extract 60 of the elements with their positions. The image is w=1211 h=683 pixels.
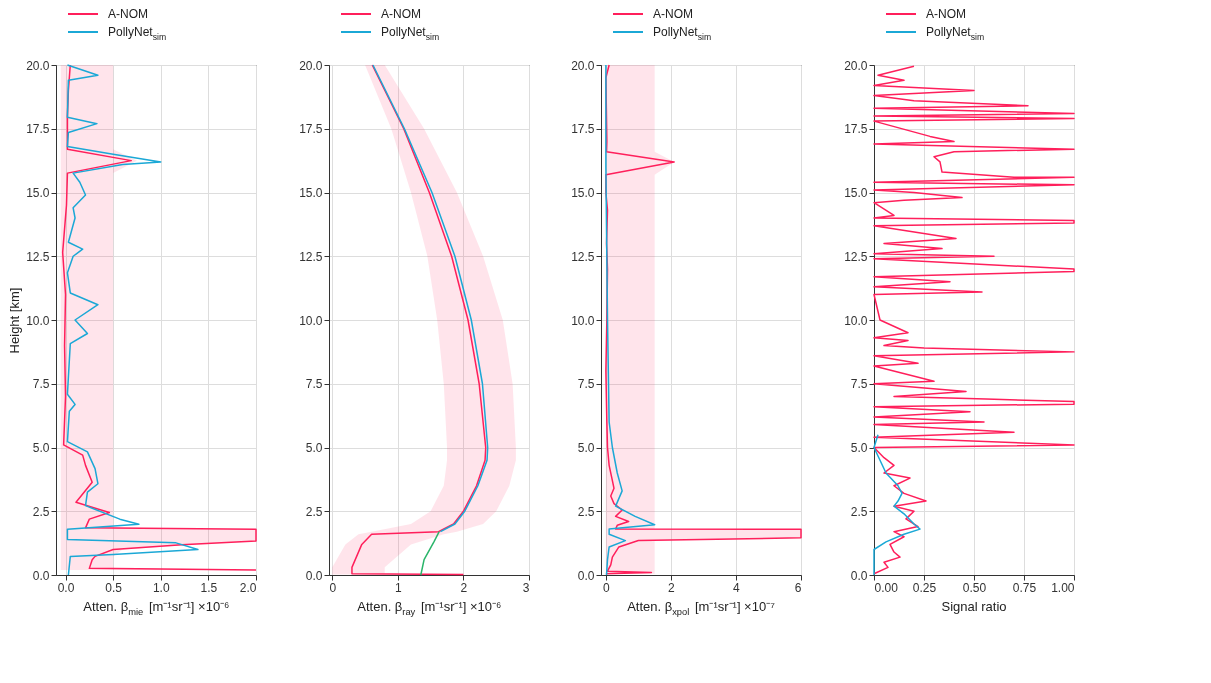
y-tick-label: 2.5 xyxy=(850,504,868,519)
y-tick-label: 17.5 xyxy=(571,122,595,137)
x-tick-label: 1.0 xyxy=(152,580,170,595)
y-tick-label: 12.5 xyxy=(299,249,323,264)
y-tick-label: 15.0 xyxy=(571,186,595,200)
y-tick-label: 7.5 xyxy=(577,377,595,392)
legend-label: A-NOM xyxy=(653,7,693,21)
y-tick-label: 12.5 xyxy=(26,249,50,264)
x-tick-label: 1 xyxy=(395,580,403,595)
x-tick-label: 0.75 xyxy=(1012,580,1037,595)
legend-label: A-NOM xyxy=(381,7,421,21)
x-tick-label: 4 xyxy=(733,580,741,595)
y-tick-label: 17.5 xyxy=(26,122,50,137)
y-tick-label: 5.0 xyxy=(850,441,868,455)
y-tick-label: 20.0 xyxy=(299,58,323,73)
y-tick-label: 17.5 xyxy=(844,122,868,137)
x-tick-label: 0.00 xyxy=(874,580,899,595)
y-tick-label: 0.0 xyxy=(850,568,868,583)
y-tick-label: 0.0 xyxy=(577,568,595,583)
x-tick-label: 6 xyxy=(794,580,802,595)
y-tick-label: 7.5 xyxy=(32,377,50,392)
x-tick-label: 0.0 xyxy=(57,580,75,595)
y-tick-label: 7.5 xyxy=(305,377,323,392)
legend-label: A-NOM xyxy=(108,7,148,21)
x-tick-label: 0 xyxy=(603,580,611,595)
legend-label: A-NOM xyxy=(926,7,966,21)
x-tick-label: 0.5 xyxy=(105,580,123,595)
y-tick-label: 15.0 xyxy=(299,186,323,200)
y-tick-label: 5.0 xyxy=(32,441,50,455)
y-tick-label: 10.0 xyxy=(26,313,50,328)
x-tick-label: 1.5 xyxy=(200,580,218,595)
x-tick-label: 1.00 xyxy=(1051,580,1075,595)
x-tick-label: 3 xyxy=(522,580,530,595)
y-tick-label: 5.0 xyxy=(577,441,595,455)
x-tick-label: 2.0 xyxy=(239,580,257,595)
y-tick-label: 20.0 xyxy=(844,58,868,73)
x-tick-label: 2 xyxy=(460,580,468,595)
y-tick-label: 0.0 xyxy=(32,568,50,583)
y-tick-label: 2.5 xyxy=(577,504,595,519)
y-tick-label: 7.5 xyxy=(850,377,868,392)
y-tick-label: 20.0 xyxy=(26,58,50,73)
y-tick-label: 2.5 xyxy=(305,504,323,519)
x-axis-title: Signal ratio xyxy=(941,599,1007,614)
y-tick-label: 0.0 xyxy=(305,568,323,583)
y-tick-label: 10.0 xyxy=(299,313,323,328)
y-tick-label: 10.0 xyxy=(844,313,868,328)
y-tick-label: 12.5 xyxy=(571,249,595,264)
y-tick-label: 15.0 xyxy=(26,186,50,200)
y-tick-label: 2.5 xyxy=(32,504,50,519)
y-tick-label: 15.0 xyxy=(844,186,868,200)
y-tick-label: 17.5 xyxy=(299,122,323,137)
x-tick-label: 0.25 xyxy=(912,580,937,595)
y-tick-label: 5.0 xyxy=(305,441,323,455)
y-axis-title: Height [km] xyxy=(7,287,23,354)
x-tick-label: 2 xyxy=(668,580,676,595)
x-tick-label: 0 xyxy=(329,580,337,595)
y-tick-label: 20.0 xyxy=(571,58,595,73)
y-tick-label: 10.0 xyxy=(571,313,595,328)
y-tick-label: 12.5 xyxy=(844,249,868,264)
x-tick-label: 0.50 xyxy=(962,580,987,595)
